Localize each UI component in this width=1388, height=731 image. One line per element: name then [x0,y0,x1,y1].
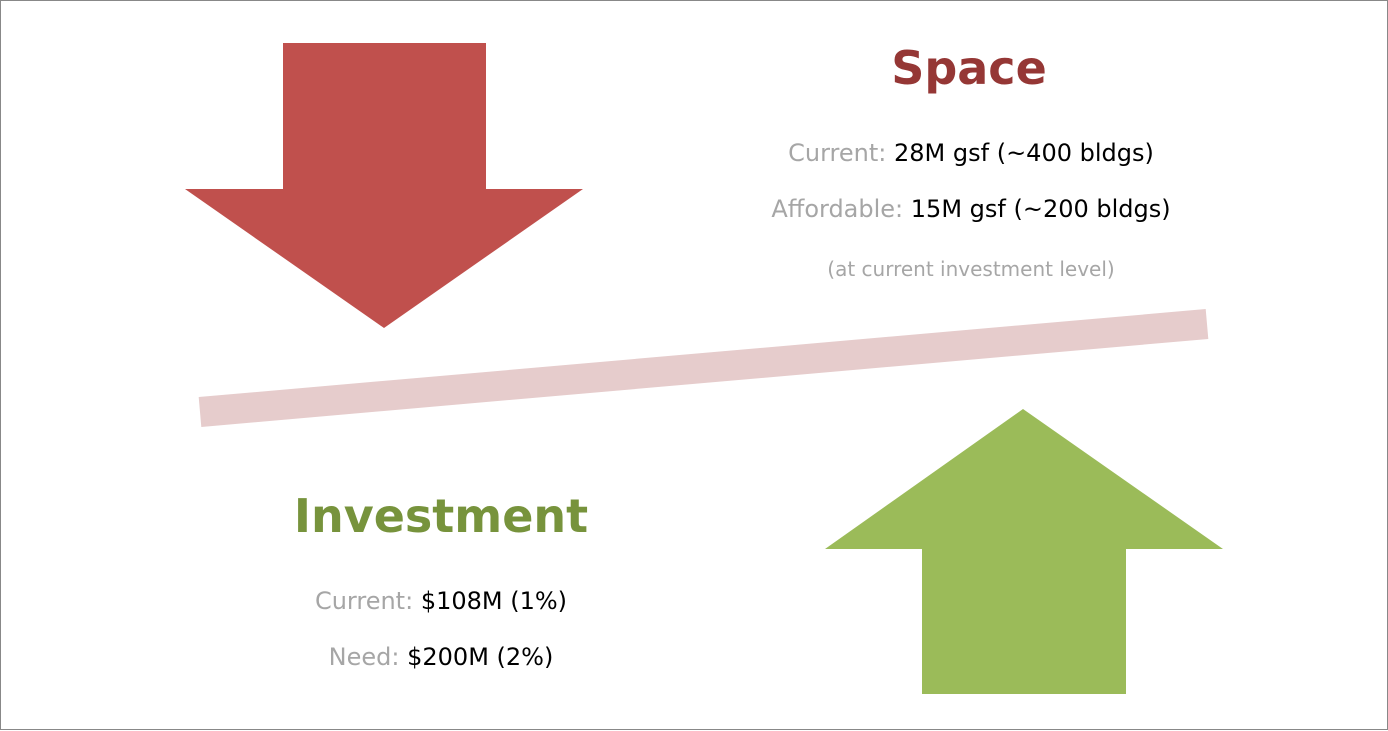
space-line: Affordable: 15M gsf (~200 bldgs) [691,195,1251,223]
down-arrow [185,43,583,328]
label: Affordable: [771,195,904,223]
value: 28M gsf (~400 bldgs) [894,139,1154,167]
space-title: Space [891,41,1047,95]
balance-beam [198,309,1209,427]
up-arrow [825,409,1223,694]
label: Need: [328,643,400,671]
space-note: (at current investment level) [827,257,1115,281]
label: Current: [314,587,414,615]
value: 15M gsf (~200 bldgs) [910,195,1171,223]
investment-line: Current: $108M (1%) [241,587,641,615]
value: $108M (1%) [420,587,568,615]
investment-line: Need: $200M (2%) [241,643,641,671]
investment-title: Investment [293,489,589,543]
value: $200M (2%) [407,643,554,671]
space-line: Current: 28M gsf (~400 bldgs) [701,139,1241,167]
label: Current: [788,139,887,167]
